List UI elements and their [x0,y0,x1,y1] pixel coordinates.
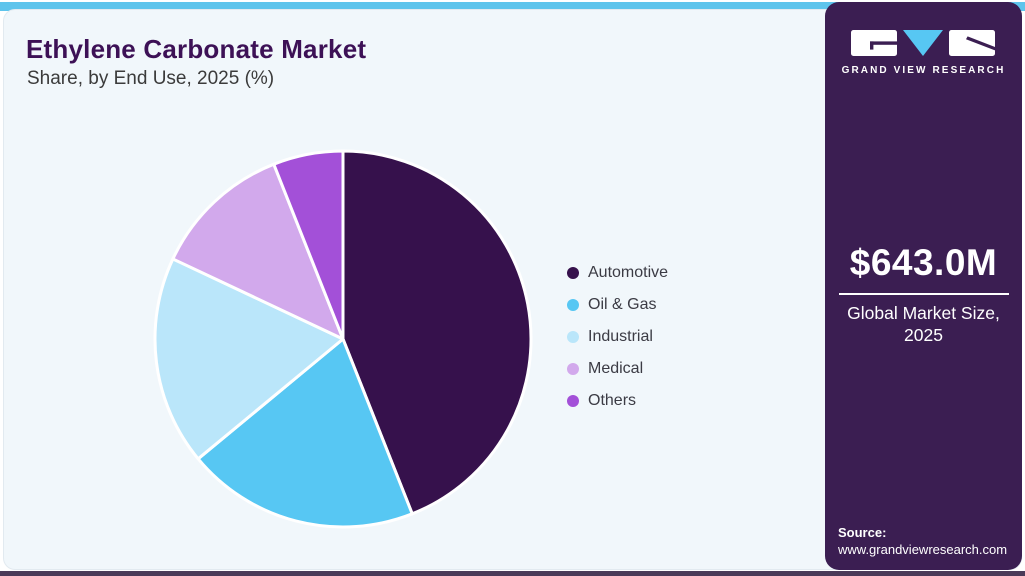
source-url: www.grandviewresearch.com [838,542,1008,557]
legend-dot-icon [567,331,579,343]
legend-item-medical: Medical [567,358,668,380]
chart-legend: Automotive Oil & Gas Industrial Medical Othe… [567,262,668,412]
logo-block: GRAND VIEW RESEARCH [825,28,1022,76]
legend-label: Industrial [588,328,653,345]
page-title: Ethylene Carbonate Market [26,34,367,64]
market-size-label: Global Market Size, 2025 [847,303,1000,345]
legend-dot-icon [567,363,579,375]
top-accent-bar [0,2,1025,11]
legend-item-others: Others [567,390,668,412]
legend-label: Others [588,392,637,409]
legend-dot-icon [567,395,579,407]
page-subtitle: Share, by End Use, 2025 (%) [27,68,275,89]
logo-g-icon [850,30,897,56]
logo-v-icon [902,30,943,56]
pie-slice-others [272,149,345,341]
gvr-logo-icon [850,30,995,56]
brand-sidebar: GRAND VIEW RESEARCH $643.0M Global Marke… [825,2,1022,570]
market-size-block: $643.0M Global Market Size, 2025 [825,242,1022,347]
legend-label: Oil & Gas [588,296,657,313]
pie-slice-automotive [341,149,533,516]
legend-label: Automotive [588,264,669,281]
brand-name: GRAND VIEW RESEARCH [841,65,1006,76]
legend-dot-icon [567,267,579,279]
legend-item-industrial: Industrial [567,326,668,348]
pie-slice-industrial [153,257,345,461]
legend-item-automotive: Automotive [567,262,668,284]
legend-label: Medical [588,360,644,377]
legend-dot-icon [567,299,579,311]
bottom-border-strip [0,571,1025,576]
pie-slice-oil-gas [196,337,414,529]
pie-svg [153,149,533,529]
market-size-value: $643.0M [849,242,998,283]
source-block: Source: www.grandviewresearch.com [838,525,1007,557]
legend-item-oil-gas: Oil & Gas [567,294,668,316]
source-label: Source: [838,525,887,540]
divider [838,293,1009,295]
logo-r-icon [948,30,995,56]
pie-slice-medical [171,162,345,341]
pie-chart [150,146,536,532]
